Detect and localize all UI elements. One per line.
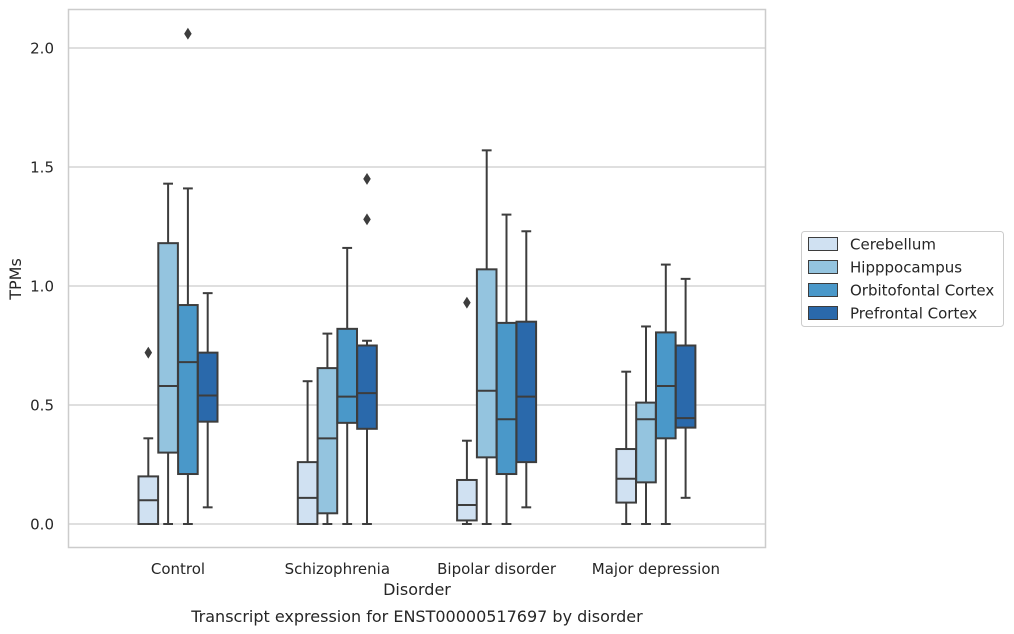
y-tick-label: 0.0 (30, 516, 54, 534)
legend-label: Hipppocampus (850, 259, 962, 277)
legend-label: Prefrontal Cortex (850, 305, 977, 323)
legend-swatch (808, 260, 838, 274)
box (475, 268, 498, 459)
box-group (615, 370, 638, 525)
box (615, 448, 638, 504)
box-group (157, 182, 179, 525)
box (356, 344, 378, 430)
y-tick-label: 1.0 (30, 278, 54, 296)
box (157, 242, 179, 454)
box-layer (137, 27, 697, 525)
outlier-point (363, 172, 371, 185)
outlier-point (144, 346, 153, 359)
plot-area-frame (67, 8, 767, 549)
box (515, 320, 538, 464)
box-group (356, 172, 378, 525)
box-group (674, 277, 697, 499)
y-tick-label: 0.5 (30, 397, 54, 415)
outlier-point (363, 213, 371, 226)
legend-label: Cerebellum (850, 236, 936, 254)
outlier-point (463, 296, 471, 309)
box-group (475, 149, 498, 525)
legend: Cerebellum Hipppocampus Orbitofontal Corte… (801, 231, 1004, 327)
box-group (515, 230, 538, 509)
box-group (456, 296, 478, 525)
box (196, 351, 219, 423)
box-group (316, 332, 339, 525)
x-axis-ticks: Control Schizophrenia Bipolar disorder Majo… (151, 560, 720, 578)
box-group (655, 263, 677, 525)
box-group (495, 213, 518, 525)
box (635, 401, 657, 484)
box (316, 367, 339, 515)
box (495, 321, 518, 476)
box (674, 344, 697, 429)
box (296, 461, 319, 525)
box-group (296, 380, 319, 525)
x-tick-label: Bipolar disorder (437, 560, 557, 578)
y-tick-label: 2.0 (30, 40, 54, 58)
y-axis-title: TPMs (6, 258, 25, 301)
box-group (177, 27, 199, 525)
legend-swatch (808, 283, 838, 297)
box-group (336, 246, 358, 525)
outlier-point (184, 27, 192, 40)
legend-swatch (808, 237, 838, 251)
y-tick-label: 1.5 (30, 159, 54, 177)
legend-swatch (808, 306, 838, 320)
chart-caption: Transcript expression for ENST0000051769… (190, 607, 643, 626)
box (177, 304, 199, 476)
x-tick-label: Major depression (592, 560, 720, 578)
box-group (196, 292, 219, 509)
x-axis-title: Disorder (383, 580, 451, 599)
box (336, 327, 358, 424)
legend-frame (801, 231, 1004, 327)
legend-label: Orbitofontal Cortex (850, 282, 994, 300)
x-tick-label: Control (151, 560, 205, 578)
box (456, 478, 478, 522)
x-tick-label: Schizophrenia (285, 560, 390, 578)
box-group (635, 325, 657, 525)
box-group (137, 346, 160, 525)
y-axis-ticks: 0.0 0.5 1.0 1.5 2.0 (30, 40, 54, 534)
